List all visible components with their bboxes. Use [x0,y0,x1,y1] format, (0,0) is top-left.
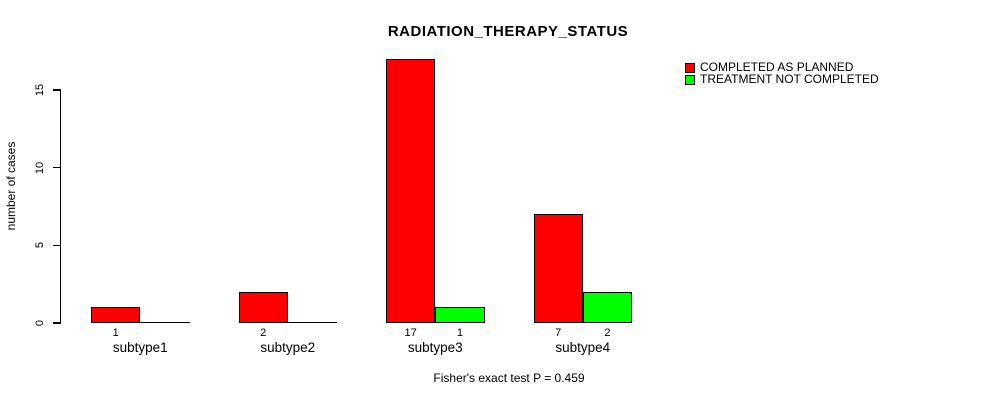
y-axis-tick [53,166,61,169]
y-axis-tick [53,89,61,91]
y-axis-line [59,90,61,323]
legend-item: TREATMENT NOT COMPLETED [685,72,879,86]
category-label-subtype1: subtype1 [112,340,168,355]
bar-subtype1-series0 [91,307,141,323]
bar-value-label: 17 [404,327,417,339]
legend-swatch [685,74,695,85]
legend: COMPLETED AS PLANNED TREATMENT NOT COMPLE… [685,60,879,86]
annotation-fisher-test: Fisher's exact test P = 0.459 [433,371,585,385]
bar-value-label: 1 [456,327,463,339]
y-axis-tick [53,244,61,247]
y-axis-tick [53,322,61,324]
zero-bar-subtype1-series1 [140,321,190,323]
bar-value-label: 2 [260,327,267,339]
bar-subtype2-series0 [238,291,288,323]
category-label-subtype3: subtype3 [407,340,463,355]
bar-value-label: 1 [112,327,119,339]
category-label-subtype4: subtype4 [555,340,611,355]
zero-bar-subtype2-series1 [287,321,338,323]
bar-subtype3-series1 [435,307,485,323]
bar-subtype3-series0 [386,58,436,323]
chart-title: RADIATION_THERAPY_STATUS [387,23,629,40]
bar-subtype4-series0 [533,214,583,323]
category-label-subtype2: subtype2 [260,340,316,355]
bar-value-label: 7 [555,327,562,339]
bar-subtype4-series1 [582,291,633,323]
legend-item-label: COMPLETED AS PLANNED [700,60,854,74]
legend-item: COMPLETED AS PLANNED [685,60,879,74]
bar-value-label: 2 [604,327,611,339]
legend-item-label: TREATMENT NOT COMPLETED [700,72,879,86]
legend-swatch [685,62,695,73]
